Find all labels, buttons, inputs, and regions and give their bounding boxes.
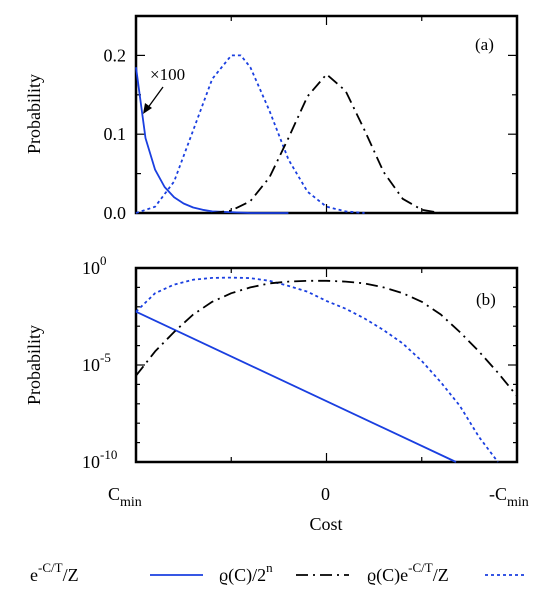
panel-a-frame [134, 14, 519, 215]
series-solid [135, 310, 457, 463]
series-dotted [135, 54, 365, 214]
panel-a: (a) Probability 0.0 0.1 0.2 ×100 [24, 14, 519, 223]
legend-label-boltzmann: e-C/T/Z [30, 560, 79, 585]
y-ticklabel: 0.0 [104, 203, 127, 223]
annotation-arrow [143, 86, 164, 114]
y-ticklabel: 10-5 [82, 350, 111, 375]
scale-annotation: ×100 [150, 65, 185, 84]
panel-b-label: (b) [476, 290, 496, 309]
series-dashdot [212, 73, 460, 214]
series-dotted [135, 276, 499, 463]
x-tick-labels: Cmin 0 -Cmin [108, 484, 529, 510]
x-ticklabel-zero: 0 [321, 484, 330, 504]
x-ticklabel-cmin: Cmin [108, 484, 142, 510]
panel-b-ticks: 100 10-5 10-10 [82, 253, 518, 472]
panel-b: (b) Probability 100 10-5 10-10 [24, 253, 519, 472]
x-ticklabel-neg-cmin: -Cmin [489, 484, 529, 510]
panel-a-ticks: 0.0 0.1 0.2 [104, 15, 518, 223]
panel-a-label: (a) [475, 35, 494, 54]
legend-label-density: ϱ(C)/2n [219, 560, 273, 586]
legend: e-C/T/Z ϱ(C)/2n ϱ(C)e-C/T/Z [30, 560, 526, 586]
series-dashdot [135, 279, 518, 397]
panel-b-frame [134, 266, 519, 464]
y-ticklabel: 0.1 [104, 124, 127, 144]
x-axis-label: Cost [309, 514, 342, 534]
y-ticklabel: 0.2 [104, 45, 127, 65]
panel-a-ylabel: Probability [24, 74, 44, 154]
panel-b-series [135, 276, 518, 463]
legend-label-product: ϱ(C)e-C/T/Z [367, 560, 449, 586]
panel-a-series [135, 54, 460, 214]
series-solid [135, 67, 289, 214]
panel-b-ylabel: Probability [24, 325, 44, 405]
y-ticklabel: 10-10 [82, 447, 117, 472]
y-ticklabel: 100 [82, 253, 107, 278]
